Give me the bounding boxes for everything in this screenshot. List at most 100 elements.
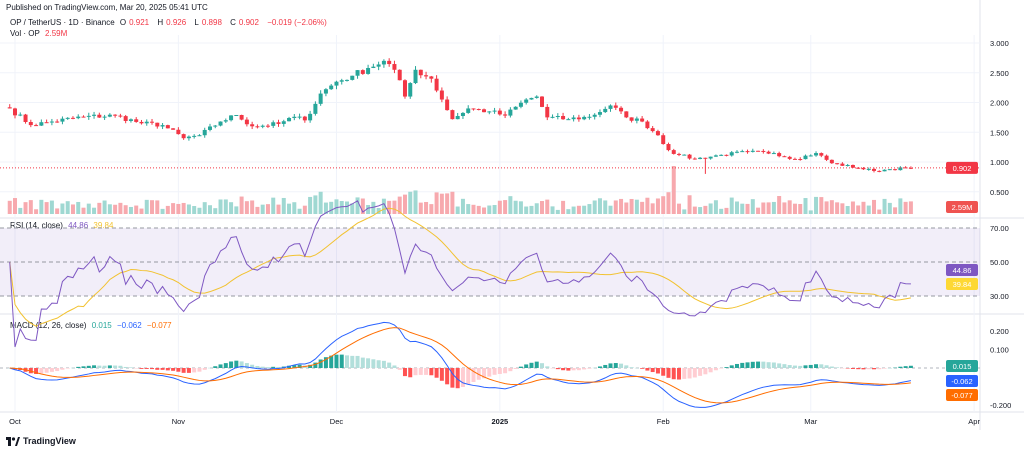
macd-histogram-bar: [861, 368, 866, 370]
macd-histogram-bar: [761, 361, 766, 368]
volume-bar: [777, 196, 782, 214]
volume-bar: [360, 198, 365, 214]
volume-bar: [829, 200, 834, 214]
macd-histogram-bar: [597, 366, 602, 368]
volume-bar: [139, 208, 144, 214]
macd-histogram-bar: [729, 365, 734, 368]
candle-body: [429, 76, 434, 79]
macd-histogram-bar: [376, 360, 381, 368]
macd-histogram-bar: [471, 368, 476, 382]
volume-bar: [265, 204, 270, 214]
price-tick-label: 0.500: [990, 188, 1009, 197]
candle-body: [882, 169, 887, 172]
volume-bar: [692, 206, 697, 214]
volume-bar: [655, 198, 660, 214]
volume-bar: [518, 201, 523, 214]
volume-bar: [677, 203, 682, 214]
macd-histogram-bar: [229, 361, 234, 368]
macd-histogram-bar: [603, 364, 608, 368]
candle-body: [302, 116, 307, 121]
volume-bar: [756, 207, 761, 214]
volume-badge-text: 2.59M: [952, 203, 973, 212]
macd-legend: MACD (12, 26, close) 0.015 −0.062 −0.077: [10, 321, 175, 330]
macd-label[interactable]: MACD (12, 26, close): [10, 321, 87, 330]
candle-body: [223, 120, 228, 122]
candle-body: [471, 108, 476, 110]
macd-histogram-bar: [487, 368, 492, 377]
volume-bar: [534, 203, 539, 214]
volume-bar: [856, 205, 861, 214]
volume-bar: [60, 203, 65, 214]
volume-bar: [418, 202, 423, 214]
volume-bar: [824, 201, 829, 214]
candle-body: [287, 117, 292, 122]
candle-body: [550, 116, 555, 118]
symbol-label[interactable]: OP / TetherUS · 1D · Binance: [10, 18, 115, 27]
volume-bar: [634, 199, 639, 214]
rsi-ma-value: 39.84: [93, 221, 114, 230]
volume-bar: [555, 209, 560, 214]
candle-body: [350, 75, 355, 80]
candle-body: [597, 112, 602, 115]
candle-body: [397, 69, 402, 81]
macd-histogram-bar: [192, 368, 197, 373]
candle-body: [81, 116, 86, 118]
macd-histogram-bar: [350, 355, 355, 368]
high-label: H: [157, 18, 164, 27]
candle-body: [729, 152, 734, 156]
volume-legend: Vol · OP 2.59M: [10, 29, 70, 38]
macd-histogram-bar: [482, 368, 487, 379]
macd-line: [9, 321, 911, 408]
volume-bar: [434, 192, 439, 214]
candle-body: [250, 124, 255, 127]
macd-histogram-bar: [587, 368, 592, 369]
candle-body: [439, 90, 444, 100]
macd-histogram-bar: [418, 368, 423, 375]
candle-body: [703, 157, 708, 159]
macd-histogram-bar: [402, 368, 407, 377]
volume-bar: [28, 200, 33, 214]
volume-bar: [845, 206, 850, 214]
macd-histogram-bar: [529, 362, 534, 368]
macd-histogram-bar: [70, 367, 75, 369]
rsi-label[interactable]: RSI (14, close): [10, 221, 63, 230]
macd-histogram-bar: [413, 368, 418, 376]
candle-body: [360, 70, 365, 74]
volume-bar: [218, 199, 223, 214]
candle-body: [655, 131, 660, 136]
macd-histogram-bar: [323, 357, 328, 368]
macd-histogram-bar: [455, 368, 460, 389]
volume-bar: [287, 203, 292, 214]
candle-body: [455, 115, 460, 120]
volume-bar: [39, 199, 44, 214]
macd-histogram-bar: [197, 368, 202, 372]
volume-bar: [682, 209, 687, 214]
candle-body: [265, 125, 270, 127]
macd-histogram-bar: [850, 368, 855, 369]
macd-histogram-bar: [492, 368, 497, 375]
volume-bar: [524, 206, 529, 214]
volume-bar: [576, 205, 581, 214]
candle-body: [97, 114, 102, 118]
candle-body: [218, 121, 223, 126]
volume-bar: [76, 201, 81, 214]
volume-bar: [186, 204, 191, 214]
candle-body: [70, 117, 75, 119]
macd-histogram-bar: [292, 365, 297, 368]
candle-body: [645, 121, 650, 129]
candle-body: [144, 121, 149, 124]
macd-histogram-bar: [97, 365, 102, 368]
volume-bar: [703, 205, 708, 214]
macd-histogram-bar: [555, 368, 560, 370]
macd-histogram-bar: [276, 366, 281, 368]
volume-bar: [323, 202, 328, 214]
macd-histogram-bar: [181, 368, 186, 373]
macd-histogram-bar: [260, 366, 265, 368]
macd-histogram-bar: [687, 368, 692, 379]
volume-bar: [244, 201, 249, 214]
macd-histogram-bar: [576, 368, 581, 371]
volume-bar: [866, 205, 871, 214]
macd-histogram-bar: [297, 364, 302, 368]
volume-bar: [613, 200, 618, 214]
